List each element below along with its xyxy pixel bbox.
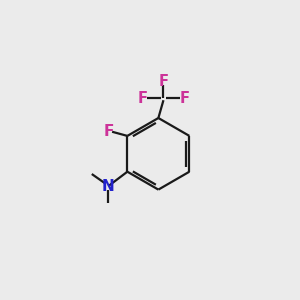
Text: F: F bbox=[179, 91, 189, 106]
Text: F: F bbox=[138, 91, 148, 106]
Text: N: N bbox=[102, 178, 115, 194]
Text: F: F bbox=[103, 124, 114, 139]
Text: F: F bbox=[158, 74, 169, 89]
